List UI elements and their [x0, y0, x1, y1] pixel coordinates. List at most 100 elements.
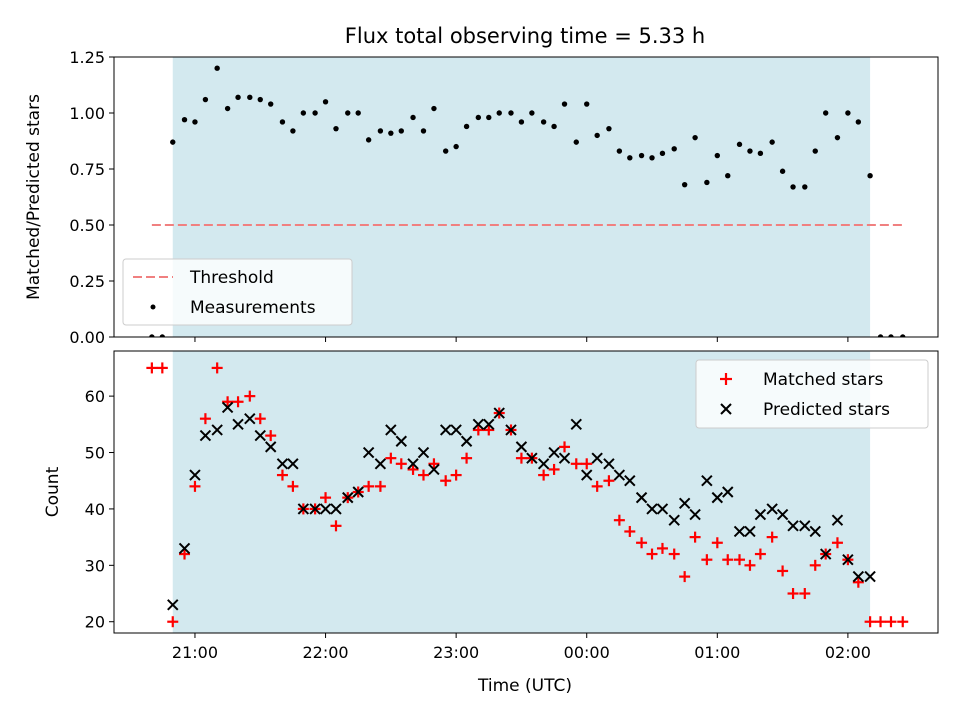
- matched-star-point: [852, 576, 864, 588]
- predicted-star-point: [701, 475, 713, 487]
- predicted-star-point: [297, 503, 310, 515]
- predicted-star-point: [472, 418, 485, 431]
- measurement-point: [431, 105, 437, 112]
- x-tick-label: 00:00: [564, 643, 610, 662]
- measurement-point: [377, 128, 384, 134]
- legend-measurements-swatch: [150, 304, 156, 310]
- matched-star-point: [711, 537, 723, 549]
- measurement-point: [649, 155, 655, 161]
- predicted-star-point: [330, 503, 342, 515]
- measurement-point: [606, 125, 612, 132]
- predicted-star-point: [515, 441, 528, 453]
- predicted-star-point: [809, 525, 821, 538]
- measurement-point: [170, 139, 176, 145]
- predicted-star-point: [722, 486, 734, 498]
- matched-star-point: [679, 571, 691, 583]
- predicted-star-point: [417, 446, 430, 459]
- predicted-star-point: [385, 424, 397, 436]
- predicted-star-point: [852, 570, 865, 583]
- measurement-point: [900, 334, 906, 337]
- matched-star-point: [515, 452, 527, 464]
- measurement-point: [725, 173, 731, 179]
- matched-star-point: [222, 396, 234, 408]
- measurement-point: [627, 155, 633, 161]
- predicted-star-point: [395, 435, 407, 447]
- measurement-point: [181, 117, 188, 123]
- matched-star-point: [809, 559, 821, 571]
- measurement-point: [496, 110, 502, 116]
- measurement-point: [345, 110, 351, 116]
- measurement-point: [333, 125, 339, 132]
- matched-star-point: [320, 492, 332, 504]
- measurement-point: [681, 181, 688, 188]
- y-tick-label: 20: [85, 613, 105, 632]
- y-tick-label: 50: [85, 444, 105, 463]
- matched-star-point: [330, 520, 342, 532]
- predicted-star-point: [678, 497, 691, 509]
- predicted-star-point: [178, 542, 191, 555]
- matched-star-point: [636, 537, 648, 549]
- predicted-star-point: [744, 525, 756, 538]
- matched-star-point: [831, 537, 843, 549]
- predicted-star-point: [819, 548, 832, 560]
- measurement-point: [202, 96, 209, 103]
- matched-star-point: [461, 452, 473, 464]
- predicted-star-point: [483, 418, 495, 431]
- predicted-star-point: [831, 514, 844, 526]
- predicted-star-point: [635, 491, 648, 504]
- matched-star-point: [646, 548, 658, 560]
- x-tick-label: 21:00: [172, 643, 218, 662]
- measurement-point: [659, 150, 666, 157]
- matched-star-point: [548, 463, 560, 475]
- predicted-star-point: [319, 503, 332, 515]
- measurement-point: [747, 148, 753, 154]
- measurement-point: [638, 152, 645, 159]
- matched-star-point: [689, 531, 701, 543]
- predicted-star-point: [493, 407, 505, 419]
- measurement-point: [398, 128, 404, 134]
- matched-star-point: [701, 554, 713, 566]
- x-tick-label: 02:00: [825, 643, 871, 662]
- legend-matched-label: Matched stars: [763, 370, 883, 390]
- measurement-point: [888, 334, 894, 337]
- predicted-star-point: [342, 491, 354, 504]
- measurement-point: [551, 123, 557, 130]
- measurement-point: [214, 65, 220, 71]
- ratio-panel: 0.00 0.25 0.50 0.75 1.00 1.25 Matched/Predict…: [24, 48, 939, 347]
- matched-star-point: [244, 390, 256, 402]
- measurement-point: [268, 101, 274, 107]
- count-panel-frame: [113, 350, 939, 634]
- measurement-point: [322, 99, 329, 105]
- predicted-star-point: [537, 458, 550, 470]
- measurement-point: [834, 134, 841, 141]
- predicted-star-point: [613, 469, 626, 481]
- predicted-star-point: [232, 418, 244, 431]
- measurement-point: [365, 137, 372, 143]
- measurement-point: [410, 114, 416, 121]
- x-tick-label: 01:00: [694, 643, 740, 662]
- matched-star-point: [483, 424, 495, 436]
- matched-star-point: [559, 441, 571, 453]
- matched-star-point: [744, 559, 756, 571]
- measurement-point: [149, 334, 155, 337]
- matched-star-point: [146, 362, 158, 374]
- y-tick-label: 40: [85, 500, 105, 519]
- y-tick-label: 0.25: [69, 272, 105, 291]
- predicted-star-point: [428, 463, 440, 476]
- predicted-star-point: [864, 570, 876, 583]
- predicted-star-point: [439, 424, 452, 436]
- matched-star-point: [624, 525, 636, 537]
- count-y-axis-label: Count: [43, 466, 63, 517]
- matched-star-point: [450, 469, 462, 481]
- matched-star-point: [603, 475, 615, 487]
- matched-star-point: [656, 542, 668, 554]
- count-panel: 20 30 40 50 60 21:00 22:00 23:00 00:00 01:00 02:0…: [43, 350, 939, 696]
- predicted-star-point: [309, 503, 321, 515]
- measurement-point: [855, 119, 862, 125]
- matched-star-point: [428, 458, 440, 470]
- predicted-star-point: [374, 458, 387, 470]
- legend-predicted-swatch: [720, 403, 732, 415]
- predicted-star-point: [167, 599, 179, 611]
- matched-star-point: [276, 469, 288, 481]
- matched-star-point: [787, 588, 799, 600]
